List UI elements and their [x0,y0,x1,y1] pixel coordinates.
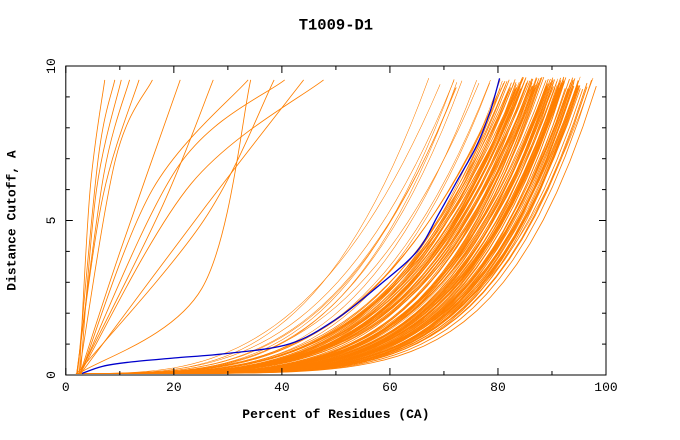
svg-text:60: 60 [382,380,398,395]
svg-text:80: 80 [490,380,506,395]
svg-text:Percent of Residues (CA): Percent of Residues (CA) [242,407,429,422]
svg-text:0: 0 [62,380,70,395]
svg-text:100: 100 [594,380,617,395]
svg-text:Distance Cutoff, A: Distance Cutoff, A [4,150,19,291]
svg-text:20: 20 [166,380,182,395]
svg-text:5: 5 [44,217,59,225]
svg-text:10: 10 [44,58,59,74]
svg-text:40: 40 [274,380,290,395]
svg-text:0: 0 [44,371,59,379]
svg-text:T1009-D1: T1009-D1 [299,17,373,35]
